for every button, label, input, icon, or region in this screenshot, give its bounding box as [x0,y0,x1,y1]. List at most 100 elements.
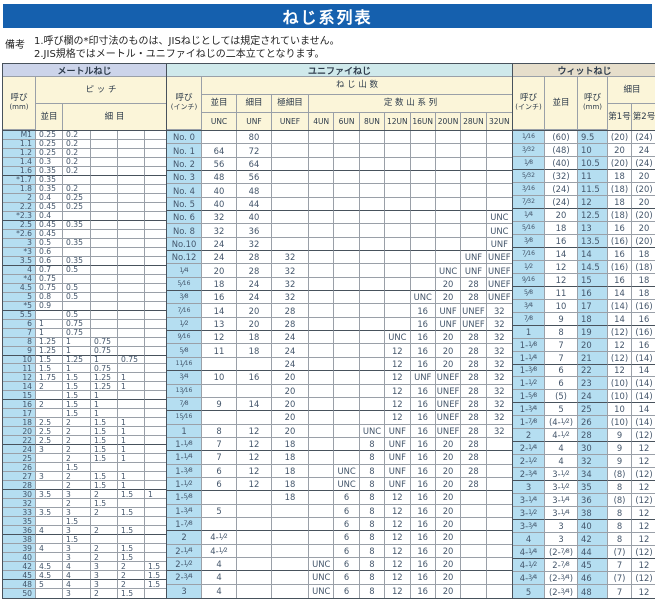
metric-cell: 1 [63,337,91,347]
whitworth-cell: 14 [632,365,655,378]
unified-cell [237,504,272,518]
unified-cell: 12 [385,504,411,518]
unified-cell: 32 [237,237,272,252]
unified-cell: UNEF [461,304,487,318]
whitworth-cell: 12 [632,520,655,534]
unified-cell: 20 [435,357,462,372]
unified-cell [272,237,309,252]
whitworth-cell: 1 ⁄ 16 [513,131,545,144]
whitworth-cell: 44 [578,546,608,560]
whitworth-cell: 3- 1 ⁄ 2 [545,468,578,482]
whitworth-cell: (12) [632,572,655,586]
whitworth-cell: 18 [632,274,655,287]
unified-cell: 12 [237,477,272,492]
metric-cell: 5.5 [3,310,36,320]
unified-cell: 8 [359,571,386,585]
unified-col-label: 6UN [334,113,360,130]
metric-cell: 1.5 [118,490,145,500]
metric-cell [91,193,118,203]
metric-cell: 1 [118,454,145,464]
unified-cell: 16 [410,411,436,425]
whitworth-cell: 2 [513,429,545,443]
unified-cell: No. 4 [167,184,202,198]
unified-cell [461,491,487,505]
whitworth-cell: 1 [513,325,545,339]
unified-threads-header: ね じ 山 数 [202,77,512,95]
whitworth-cell: (12) [632,468,655,482]
metric-cell: 17 [3,409,36,419]
metric-cell: 38 [3,535,36,545]
metric-cell [118,409,145,419]
unified-cell: 32 [486,371,512,385]
unified-cell [309,371,335,385]
metric-cell [118,463,145,473]
unified-cell: 2- 1 ⁄ 4 [167,544,202,558]
unified-cell: 20 [202,264,237,278]
unified-cell [334,304,360,318]
unified-cell: UNEF [435,424,462,438]
unified-cell: 12 [385,371,411,385]
unified-cell: 18 [272,464,309,478]
whitworth-cell: (14) [632,390,655,404]
metric-cell: *4 [3,274,36,284]
unified-cell [486,545,512,558]
whitworth-cell: 8 [608,520,632,534]
whitworth-cell: 14 [608,312,632,326]
metric-cell [91,265,118,275]
unified-cell [202,131,237,145]
metric-cell: 0.45 [36,220,63,230]
metric-cell [145,544,166,554]
whitworth-cell: (20) [608,131,632,144]
metric-cell [36,310,63,320]
unified-cell: 20 [435,437,462,452]
whitworth-cell: 4 [513,533,545,547]
unified-cell: 28 [461,357,487,372]
unified-cell: 9 ⁄ 16 [167,331,202,345]
unified-cell [272,144,309,158]
unified-cell: 6 [334,531,360,545]
metric-cell [63,274,91,284]
whitworth-cell: 3 ⁄ 8 [513,234,545,248]
unified-cell [359,197,386,212]
unified-cell: No. 6 [167,211,202,225]
metric-cell [145,221,166,230]
unified-cell: No. 0 [167,131,202,145]
remark-line-2: 2.JIS規格ではメートル・ユニファイねじの二本立てとなります。 [34,49,325,60]
whitworth-cell: 12 [545,273,578,287]
unified-cell [359,357,386,372]
metric-cell: 2 [63,445,91,455]
unified-cell: 14 [237,397,272,412]
unified-cell [410,264,436,278]
unified-cell [334,437,360,452]
unified-cell: 32 [486,385,512,398]
unified-cell: 56 [237,171,272,185]
whitworth-cell: 9 ⁄ 16 [513,273,545,287]
unified-cell [486,478,512,492]
whitworth-cell: 7 [608,559,632,573]
whitworth-cell: (16) [608,260,632,274]
unified-cell: 4- 1 ⁄ 2 [202,531,237,545]
metric-cell [145,140,166,149]
unified-cell: No. 3 [167,171,202,185]
metric-cell: 0.4 [36,211,63,221]
unified-cell: 20 [237,304,272,318]
metric-cell: 1 [118,382,145,392]
unified-cell: 8 [359,437,386,452]
whitworth-cell: 12.5 [578,208,608,222]
unified-cell [272,517,309,532]
metric-cell: 1.5 [63,382,91,392]
metric-cell: 0.75 [91,346,118,356]
unified-cell [309,344,335,358]
whitworth-cell: 1- 1 ⁄ 2 [513,377,545,391]
metric-cell [36,454,63,464]
metric-cell [145,445,166,455]
unified-cell [334,424,360,438]
metric-cell: 1.4 [3,157,36,167]
metric-cell: 1.5 [118,544,145,554]
metric-cell [145,382,166,392]
whitworth-section: ウィットねじ 呼び (インチ) 並目 呼び (mm) 細目 第1号 第2号 [512,64,655,598]
unified-cell: 1- 7 ⁄ 8 [167,517,202,532]
metric-cell [118,310,145,320]
whitworth-cell: 12 [632,442,655,456]
whitworth-cell: (4- 1 ⁄ 2) [545,416,578,430]
